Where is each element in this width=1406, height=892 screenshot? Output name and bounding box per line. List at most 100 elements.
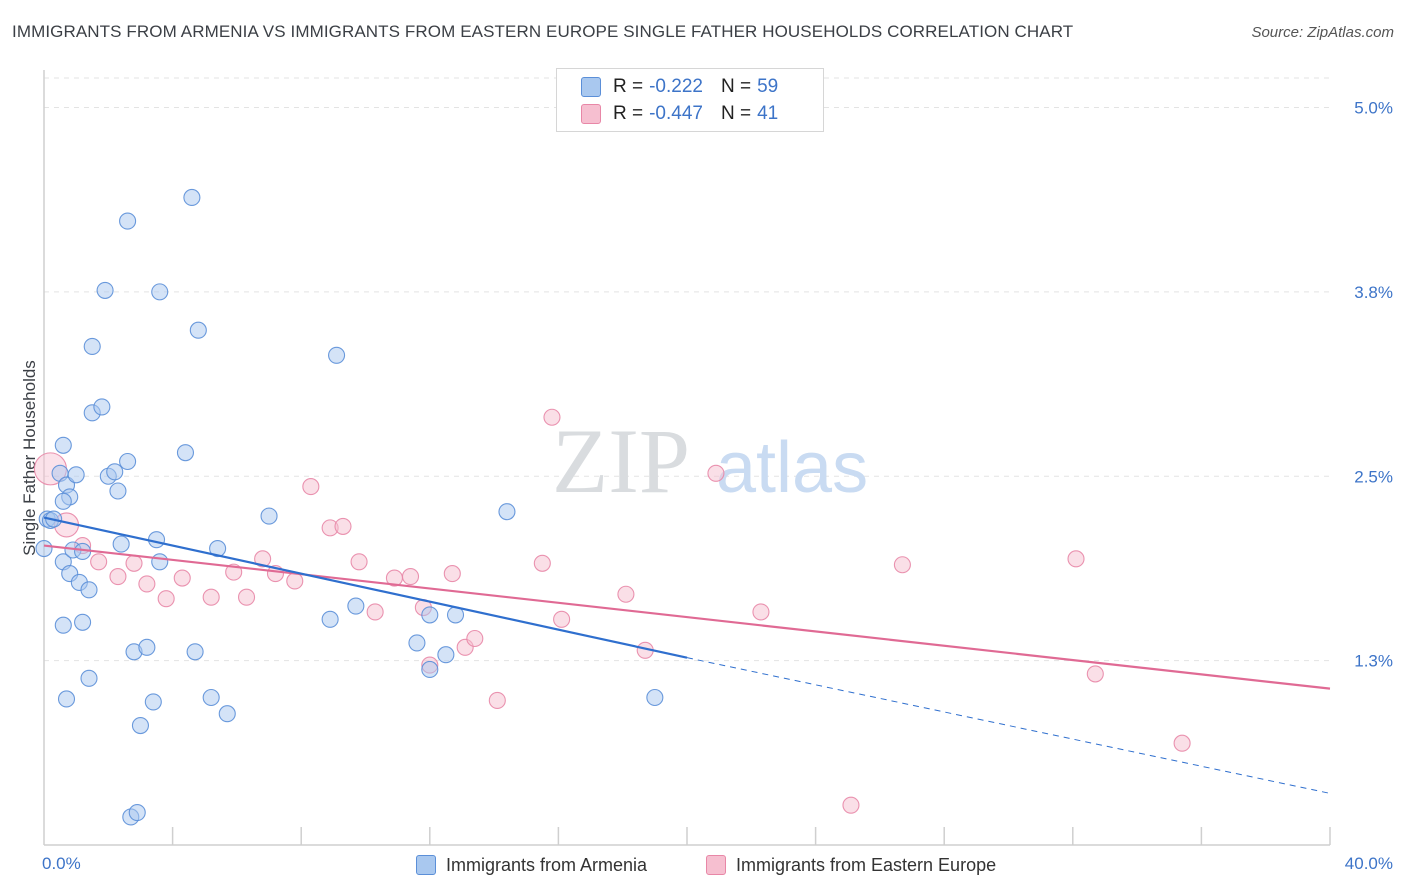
armenia-point (147, 531, 166, 549)
eastern-europe-point (401, 567, 420, 586)
armenia-point (347, 597, 365, 615)
armenia-point (119, 212, 137, 230)
eastern-europe-point (1067, 550, 1085, 568)
eastern-europe-point (334, 517, 352, 535)
armenia-point (128, 803, 146, 822)
watermark: ZIP atlas (552, 410, 868, 512)
legend-row-eastern-europe: R = -0.447 N = 41 (581, 102, 778, 126)
armenia-swatch (416, 855, 436, 875)
eastern-europe-point (1173, 734, 1191, 752)
r-label: R = (613, 76, 644, 97)
armenia-point (112, 535, 130, 553)
armenia-point (80, 581, 98, 599)
armenia-point (138, 638, 156, 656)
eastern-europe-point (286, 572, 304, 590)
eastern-europe-point (366, 603, 384, 621)
armenia-point (151, 553, 169, 571)
eastern-europe-point (842, 796, 860, 814)
eastern-europe-swatch (581, 104, 601, 124)
eastern-europe-point (109, 567, 127, 586)
eastern-europe-point (254, 550, 272, 568)
r-value: -0.222 (649, 76, 703, 97)
eastern-europe-point (173, 569, 191, 587)
n-value: 41 (757, 103, 779, 124)
r-label: R = (613, 103, 644, 124)
chart-title: IMMIGRANTS FROM ARMENIA VS IMMIGRANTS FR… (12, 22, 1074, 41)
eastern-europe-point (125, 554, 143, 572)
eastern-europe-point (488, 691, 506, 710)
eastern-europe-point (350, 553, 368, 571)
r-value: -0.447 (649, 103, 703, 124)
armenia-point (80, 669, 98, 687)
armenia-point (209, 539, 227, 558)
eastern-europe-point (202, 588, 220, 606)
armenia-point (106, 463, 124, 481)
eastern-europe-point (553, 610, 571, 628)
armenia-point (189, 321, 207, 339)
armenia-point (83, 337, 101, 356)
armenia-point (498, 503, 516, 521)
armenia-point (35, 539, 53, 558)
armenia-point (144, 693, 162, 711)
armenia-point (176, 444, 195, 462)
armenia-point (202, 688, 220, 707)
eastern-europe-point (1086, 665, 1104, 683)
legend-row-armenia: R = -0.222 N = 59 (581, 75, 778, 99)
n-label: N = (720, 103, 752, 124)
armenia-point (421, 660, 439, 679)
armenia-point (321, 610, 339, 628)
armenia-point (67, 466, 85, 484)
legend-item-eastern-europe: Immigrants from Eastern Europe (706, 852, 996, 878)
armenia-point (131, 716, 149, 735)
y-tick-label: 2.5% (1354, 467, 1393, 486)
armenia-point (218, 705, 236, 723)
legend-item-armenia: Immigrants from Armenia (416, 852, 647, 878)
armenia-point (646, 688, 664, 707)
x-tick-label: 0.0% (42, 854, 81, 873)
y-tick-label: 5.0% (1354, 99, 1393, 118)
correlation-legend: R = -0.222 N = 59 R = -0.447 N = 41 (556, 68, 824, 132)
armenia-point (54, 436, 72, 454)
source-label: Source: ZipAtlas.com (1251, 24, 1394, 41)
armenia-point (74, 613, 92, 631)
data-points (33, 188, 1191, 826)
armenia-point (54, 492, 72, 510)
armenia-point (119, 452, 137, 471)
armenia-point (408, 634, 426, 652)
eastern-europe-point (302, 478, 320, 496)
eastern-europe-point (543, 408, 561, 426)
legend-label-eastern-europe: Immigrants from Eastern Europe (736, 854, 997, 875)
trend-lines (43, 516, 1331, 794)
eastern-europe-point (617, 585, 635, 603)
armenia-point (54, 616, 72, 634)
armenia-point (183, 188, 201, 207)
armenia-point (437, 646, 455, 664)
armenia-point (186, 643, 204, 661)
y-tick-label: 3.8% (1354, 283, 1393, 302)
eastern-europe-trend-line (43, 544, 1331, 690)
eastern-europe-point (157, 590, 175, 608)
eastern-europe-point (237, 588, 256, 606)
eastern-europe-point (443, 565, 461, 583)
armenia-trend-line (43, 516, 688, 659)
eastern-europe-point (90, 553, 108, 571)
armenia-swatch (581, 77, 601, 97)
legend-label-armenia: Immigrants from Armenia (446, 854, 648, 875)
armenia-point (96, 281, 114, 299)
watermark-atlas: atlas (716, 428, 868, 508)
eastern-europe-swatch (706, 855, 726, 875)
y-tick-label: 1.3% (1354, 652, 1393, 671)
watermark-zip: ZIP (552, 410, 690, 512)
eastern-europe-point (533, 554, 551, 572)
eastern-europe-point (707, 464, 725, 482)
armenia-point (328, 346, 346, 364)
armenia-point (109, 482, 127, 500)
armenia-point (260, 507, 278, 525)
armenia-point (421, 606, 439, 624)
x-tick-label: 40.0% (1345, 854, 1393, 873)
armenia-point (93, 398, 111, 416)
eastern-europe-point (138, 575, 156, 593)
n-value: 59 (757, 76, 779, 97)
tick-labels: 1.3% 2.5% 3.8% 5.0% 0.0% 40.0% (42, 99, 1393, 874)
